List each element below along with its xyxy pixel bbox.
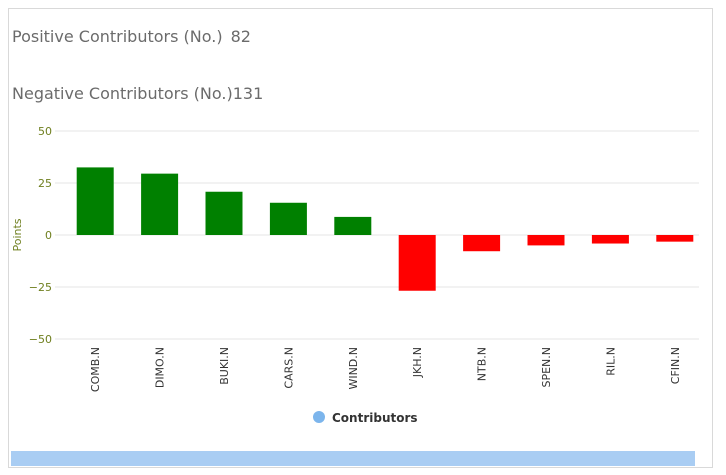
x-tick-label: BUKI.N xyxy=(218,347,231,385)
x-tick-label: RIL.N xyxy=(604,347,617,376)
negative-contributors-stat: Negative Contributors (No.)131 xyxy=(12,84,263,103)
positive-contributors-label: Positive Contributors (No.) xyxy=(12,27,223,46)
x-tick-label: DIMO.N xyxy=(154,347,167,388)
bar-ntb-n xyxy=(463,235,501,252)
bar-cfin-n xyxy=(656,235,694,242)
bar-wind-n xyxy=(334,216,372,235)
bar-cars-n xyxy=(269,202,307,235)
negative-contributors-label: Negative Contributors (No.) xyxy=(12,84,233,103)
bar-comb-n xyxy=(76,167,114,235)
contributors-bar-chart: 50 25 0 −25 −50 Points COMB.N DIMO.N BUKI.N CARS.… xyxy=(11,125,699,425)
x-tick-label: JKH.N xyxy=(411,347,424,378)
y-tick-label: −50 xyxy=(29,333,52,346)
y-tick-label: −25 xyxy=(29,281,52,294)
positive-contributors-stat: Positive Contributors (No.) 82 xyxy=(12,27,251,46)
x-tick-label: CFIN.N xyxy=(669,347,682,384)
positive-contributors-value: 82 xyxy=(230,27,251,46)
bar-jkh-n xyxy=(398,235,436,291)
bar-buki-n xyxy=(205,191,243,235)
bar-dimo-n xyxy=(141,173,179,235)
x-tick-label: COMB.N xyxy=(89,347,102,392)
chart-panel: Positive Contributors (No.) 82 Negative C… xyxy=(8,8,713,468)
y-tick-label: 0 xyxy=(45,229,52,242)
y-tick-label: 50 xyxy=(38,125,52,138)
y-tick-label: 25 xyxy=(38,177,52,190)
negative-contributors-value: 131 xyxy=(232,84,264,103)
legend-marker xyxy=(313,411,325,423)
x-tick-label: SPEN.N xyxy=(540,347,553,388)
bar-ril-n xyxy=(591,235,629,244)
x-tick-label: CARS.N xyxy=(282,347,295,389)
bar-spen-n xyxy=(527,235,565,246)
horizontal-scrollbar[interactable] xyxy=(11,451,695,466)
x-tick-label: NTB.N xyxy=(476,347,489,381)
legend-label: Contributors xyxy=(332,411,418,425)
x-tick-label: WIND.N xyxy=(347,347,360,390)
y-axis-title: Points xyxy=(11,218,24,251)
